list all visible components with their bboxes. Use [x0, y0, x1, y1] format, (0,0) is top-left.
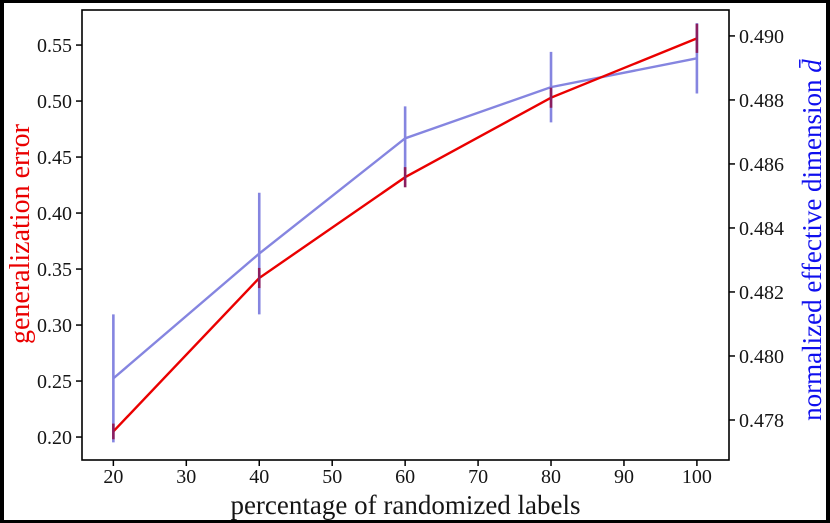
- y-left-tick-label: 0.50: [37, 91, 72, 113]
- x-tick-label: 20: [103, 466, 123, 488]
- y-right-tick-label: 0.478: [739, 410, 784, 432]
- red-series-line: [112, 37, 698, 433]
- figure-canvas: [4, 3, 826, 520]
- y-left-tick-label: 0.40: [37, 203, 72, 225]
- x-tick-label: 100: [682, 466, 712, 488]
- y-left-tick-label: 0.20: [37, 427, 72, 449]
- y-right-tick-label: 0.482: [739, 282, 784, 304]
- y-right-tick-label: 0.484: [739, 218, 784, 240]
- y-right-tick-label: 0.490: [739, 26, 784, 48]
- y-left-tick-label: 0.25: [37, 371, 72, 393]
- y-right-tick-label: 0.486: [739, 154, 784, 176]
- y-left-tick-label: 0.55: [37, 35, 72, 57]
- x-tick-label: 30: [176, 466, 196, 488]
- axes-frame: [81, 9, 730, 461]
- y-right-tick-label: 0.488: [739, 90, 784, 112]
- x-tick-label: 70: [468, 466, 488, 488]
- x-tick-label: 80: [541, 466, 561, 488]
- y-left-tick-label: 0.30: [37, 315, 72, 337]
- y-left-tick-label: 0.35: [37, 259, 72, 281]
- y-left-tick-label: 0.45: [37, 147, 72, 169]
- x-tick-label: 40: [249, 466, 269, 488]
- y-right-tick-label: 0.480: [739, 346, 784, 368]
- x-tick-label: 90: [614, 466, 634, 488]
- x-tick-label: 60: [395, 466, 415, 488]
- x-tick-label: 50: [322, 466, 342, 488]
